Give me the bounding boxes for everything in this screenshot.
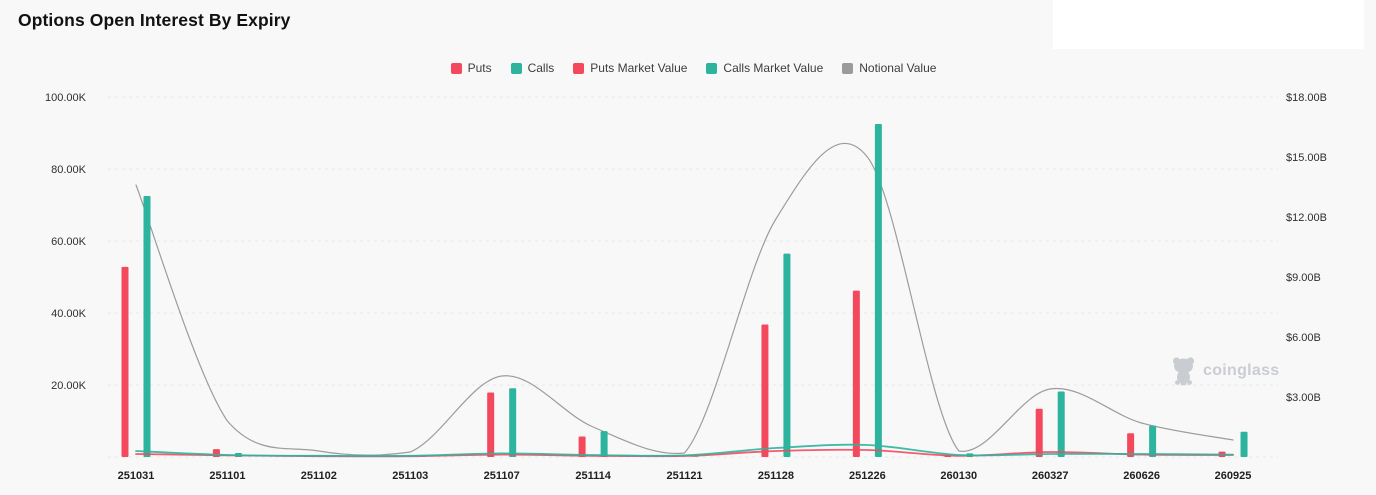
top-right-blank-panel [1053, 0, 1364, 49]
x-axis-label: 251101 [209, 470, 245, 482]
x-axis-label: 260925 [1215, 470, 1252, 482]
legend-item-calls[interactable]: Calls [510, 61, 555, 75]
calls-bar[interactable] [783, 253, 791, 457]
calls-bar[interactable] [509, 388, 517, 457]
legend-item-puts[interactable]: Puts [450, 61, 492, 75]
x-axis-label: 251114 [575, 470, 611, 482]
left-axis-tick-label: 100.00K [45, 92, 87, 104]
x-axis-label: 260130 [940, 470, 977, 482]
right-axis-tick-label: $6.00B [1286, 332, 1321, 344]
notional-value-swatch-icon [842, 62, 854, 74]
puts-market-value-swatch-icon [573, 62, 585, 74]
x-axis-label: 251031 [118, 470, 155, 482]
legend-label: Calls Market Value [723, 61, 824, 75]
x-axis-label: 251226 [849, 470, 886, 482]
right-axis-tick-label: $18.00B [1286, 92, 1327, 104]
puts-bar[interactable] [578, 436, 586, 457]
puts-bar[interactable] [852, 290, 860, 457]
chart-legend: Puts Calls Puts Market Value Calls Marke… [110, 61, 1277, 75]
x-axis-label: 251128 [758, 470, 794, 482]
calls-bar[interactable] [874, 124, 882, 457]
legend-item-notional-value[interactable]: Notional Value [842, 61, 936, 75]
puts-bar[interactable] [761, 324, 769, 457]
page-title: Options Open Interest By Expiry [18, 10, 291, 30]
x-axis-label: 260626 [1123, 470, 1160, 482]
calls-bar[interactable] [1240, 431, 1248, 457]
calls-swatch-icon [510, 62, 522, 74]
legend-label: Puts [467, 61, 492, 75]
legend-item-calls-market-value[interactable]: Calls Market Value [706, 61, 823, 75]
x-axis-label: 251107 [484, 470, 520, 482]
legend-label: Calls [527, 61, 555, 75]
x-axis-label: 251102 [301, 470, 337, 482]
left-axis-tick-label: 80.00K [51, 164, 87, 176]
x-axis-label: 251121 [666, 470, 702, 482]
calls-bar[interactable] [600, 431, 608, 457]
watermark-text: coinglass [1203, 362, 1280, 379]
coinglass-logo-icon [1172, 357, 1195, 386]
puts-swatch-icon [450, 62, 462, 74]
notional-value-line [135, 142, 1234, 456]
x-axis-label: 260327 [1032, 470, 1069, 482]
calls-bar[interactable] [1057, 391, 1065, 457]
calls-market-value-line [135, 443, 1234, 457]
calls-bar[interactable] [1149, 425, 1157, 457]
calls-market-value-swatch-icon [706, 62, 718, 74]
left-axis-tick-label: 20.00K [51, 380, 87, 392]
x-axis-label: 251103 [392, 470, 428, 482]
right-axis-tick-label: $9.00B [1286, 272, 1321, 284]
puts-bar[interactable] [487, 392, 495, 457]
left-axis-tick-label: 60.00K [51, 236, 87, 248]
right-axis-tick-label: $15.00B [1286, 152, 1327, 164]
legend-label: Notional Value [859, 61, 937, 75]
calls-bar[interactable] [143, 196, 151, 457]
legend-label: Puts Market Value [590, 61, 688, 75]
right-axis-tick-label: $12.00B [1286, 212, 1327, 224]
puts-bar[interactable] [1127, 433, 1135, 457]
legend-item-puts-market-value[interactable]: Puts Market Value [573, 61, 687, 75]
left-axis-tick-label: 40.00K [51, 308, 87, 320]
puts-bar[interactable] [1035, 408, 1043, 457]
puts-bar[interactable] [121, 266, 129, 457]
coinglass-watermark: coinglass [1171, 355, 1280, 387]
right-axis-tick-label: $3.00B [1286, 392, 1321, 404]
